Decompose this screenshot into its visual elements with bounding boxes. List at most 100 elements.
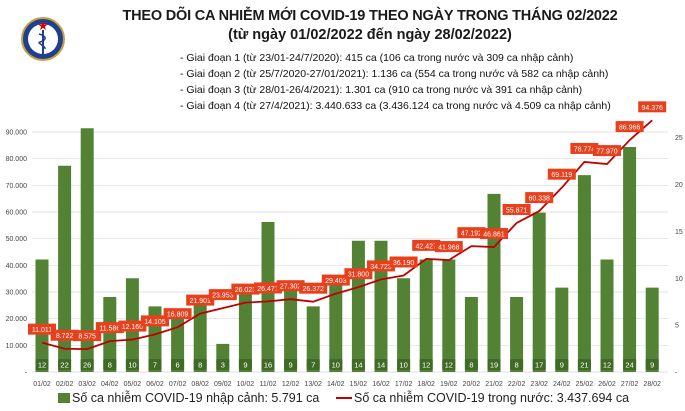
bar-data-label: 10 bbox=[399, 361, 407, 370]
bar-label-box bbox=[284, 359, 298, 370]
line-label-box bbox=[28, 323, 56, 335]
line-data-label: 78.774 bbox=[574, 146, 596, 153]
bar-data-label: 22 bbox=[60, 361, 68, 370]
x-axis-tick: 24/02 bbox=[553, 381, 571, 388]
line-label-box bbox=[163, 308, 192, 320]
bar-data-label: 6 bbox=[176, 361, 180, 370]
line-label-box bbox=[299, 282, 328, 294]
bar-label-box bbox=[329, 359, 343, 370]
left-axis-tick: 50.000 bbox=[6, 236, 28, 243]
bar bbox=[555, 287, 569, 372]
bar-label-box bbox=[577, 359, 591, 370]
bar bbox=[464, 297, 478, 372]
bar-label-box bbox=[58, 359, 72, 370]
phase-summary: - Giai đoạn 1 (từ 23/01-24/7/2020): 415 … bbox=[180, 50, 611, 114]
line-label-box bbox=[321, 274, 350, 286]
x-axis-tick: 12/02 bbox=[282, 381, 300, 388]
line-data-label: 69.119 bbox=[551, 172, 572, 179]
legend-item-bar: Số ca nhiễm COVID-19 nhập cảnh: 5.791 ca bbox=[58, 391, 319, 405]
x-axis-tick: 28/02 bbox=[643, 381, 661, 388]
phase-line: - Giai đoạn 2 (từ 25/7/2020-27/01/2021):… bbox=[180, 68, 609, 80]
line-data-label: 23.953 bbox=[212, 293, 234, 300]
bar-label-box bbox=[419, 359, 433, 370]
x-axis-tick: 01/02 bbox=[33, 381, 51, 388]
bar-data-label: 9 bbox=[560, 361, 564, 370]
bar-data-label: 12 bbox=[422, 361, 430, 370]
bar bbox=[532, 212, 546, 372]
line-data-label: 27.302 bbox=[280, 284, 302, 291]
chart-subtitle: (từ ngày 01/02/2022 đến ngày 28/02/2022) bbox=[228, 27, 512, 43]
bar bbox=[577, 175, 591, 372]
line-data-label: 34.723 bbox=[370, 264, 392, 271]
x-axis-tick: 18/02 bbox=[417, 381, 435, 388]
bar bbox=[80, 128, 94, 372]
line-label-box bbox=[254, 282, 282, 294]
line-label-box bbox=[276, 280, 305, 292]
x-axis-tick: 17/02 bbox=[395, 381, 413, 388]
bar-data-label: 10 bbox=[128, 361, 136, 370]
bar-data-label: 24 bbox=[625, 361, 633, 370]
bar-label-box bbox=[555, 359, 569, 370]
x-axis-tick: 04/02 bbox=[101, 381, 119, 388]
legend-bar-label: Số ca nhiễm COVID-19 nhập cảnh: 5.791 ca bbox=[72, 391, 320, 405]
bar bbox=[600, 259, 614, 372]
line-data-label: 11.011 bbox=[32, 327, 52, 334]
left-axis-tick: - bbox=[25, 370, 28, 377]
phase-line: - Giai đoạn 4 (từ 27/4/2021): 3.440.633 … bbox=[180, 100, 611, 112]
bar-data-label: 12 bbox=[445, 361, 453, 370]
bar bbox=[645, 287, 659, 372]
bar bbox=[374, 240, 388, 372]
x-axis-tick: 26/02 bbox=[598, 381, 616, 388]
line-label-box bbox=[208, 289, 237, 301]
line-data-label: 21.901 bbox=[189, 298, 211, 305]
bar-data-label: 9 bbox=[650, 361, 654, 370]
x-axis-tick: 22/02 bbox=[508, 381, 526, 388]
line-label-box bbox=[638, 101, 667, 113]
x-axis-tick: 23/02 bbox=[530, 381, 548, 388]
bar-data-label: 10 bbox=[332, 361, 340, 370]
bar-data-label: 21 bbox=[580, 361, 588, 370]
left-axis-tick: 80.000 bbox=[6, 156, 28, 163]
line-data-label: 42.427 bbox=[415, 243, 437, 250]
line-data-label: 55.871 bbox=[506, 208, 528, 215]
bar bbox=[35, 259, 49, 372]
bar-data-label: 12 bbox=[603, 361, 611, 370]
legend-item-line: Số ca nhiễm COVID-19 trong nước: 3.437.6… bbox=[336, 391, 629, 405]
bar bbox=[442, 259, 456, 372]
bar-label-box bbox=[645, 359, 659, 370]
bar-data-label: 9 bbox=[289, 361, 293, 370]
bar-label-box bbox=[216, 359, 230, 370]
line-data-label: 26.372 bbox=[302, 286, 324, 293]
line-label-box bbox=[615, 121, 644, 133]
bar bbox=[238, 287, 252, 372]
x-axis-tick: 21/02 bbox=[485, 381, 503, 388]
line-data-label: 26.471 bbox=[257, 286, 279, 293]
left-axis-tick: 10.000 bbox=[6, 343, 28, 350]
bar-label-box bbox=[171, 359, 185, 370]
line-label-box bbox=[367, 260, 395, 272]
right-axis-tick: 15 bbox=[675, 229, 683, 236]
x-axis-tick: 16/02 bbox=[372, 381, 390, 388]
right-axis-tick: 5 bbox=[675, 323, 679, 330]
line-label-box bbox=[547, 168, 576, 180]
right-axis-tick: - bbox=[675, 370, 678, 377]
line-label-box bbox=[95, 322, 124, 334]
bar-data-label: 7 bbox=[311, 361, 315, 370]
line-data-label: 60.338 bbox=[528, 196, 550, 203]
bar-label-box bbox=[464, 359, 478, 370]
line-label-box bbox=[73, 330, 102, 342]
bar-data-label: 16 bbox=[264, 361, 272, 370]
line-label-box bbox=[141, 315, 169, 327]
bar-label-box bbox=[35, 359, 49, 370]
bar-label-box bbox=[103, 359, 117, 370]
left-axis-tick: 90.000 bbox=[6, 130, 28, 137]
line-label-box bbox=[457, 227, 486, 239]
line-data-label: 31.800 bbox=[348, 272, 370, 279]
bar-label-box bbox=[510, 359, 524, 370]
line-label-box bbox=[434, 241, 463, 253]
x-axis-tick: 20/02 bbox=[463, 381, 481, 388]
bar bbox=[419, 259, 433, 372]
bar-label-box bbox=[306, 359, 320, 370]
bar bbox=[103, 297, 117, 372]
